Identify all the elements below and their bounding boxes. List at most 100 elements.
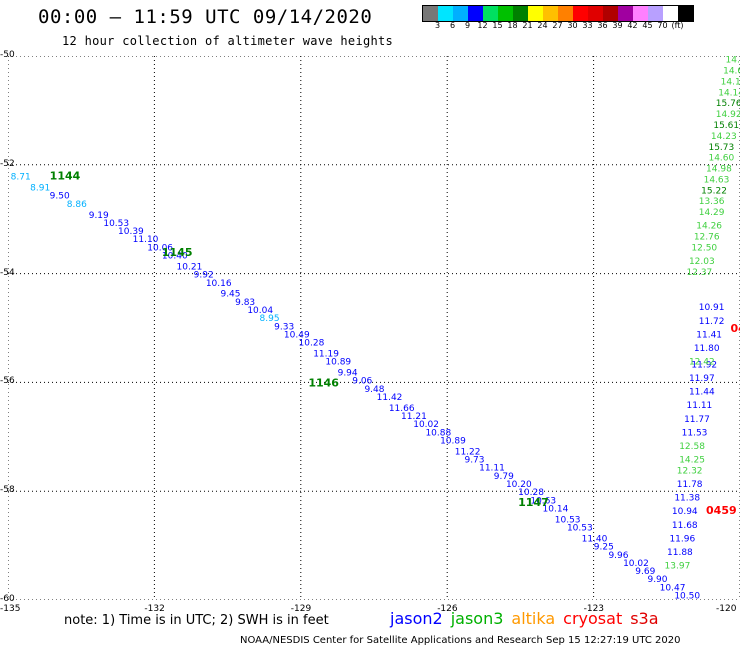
wave-height-value: 14.60 (708, 154, 734, 164)
colorbar-swatch (483, 6, 498, 21)
colorbar-swatch (633, 6, 648, 21)
wave-height-value: 14.15 (721, 77, 740, 87)
legend-s3a: s3a (630, 609, 659, 628)
wave-height-value: 9.48 (364, 385, 384, 395)
latitude-label: -58 (0, 485, 15, 496)
wave-height-value: 11.11 (479, 464, 505, 474)
wave-height-value: 10.89 (325, 358, 351, 368)
wave-height-value: 10.21 (177, 262, 203, 272)
wave-height-value: 14.63 (704, 175, 730, 185)
wave-height-value: 15.73 (708, 143, 734, 153)
wave-height-value: 12.76 (694, 233, 720, 243)
wave-height-value: 10.88 (425, 428, 451, 438)
colorbar-tick-label: 33 (582, 21, 593, 30)
wave-height-value: 11.77 (684, 415, 710, 425)
wave-height-value: 9.45 (220, 290, 240, 300)
latitude-label: -56 (0, 376, 15, 387)
wave-height-value: 14.14 (718, 88, 740, 98)
wave-height-value: 11.92 (691, 360, 717, 370)
wave-height-value: 10.02 (413, 420, 439, 430)
wave-height-value: 10.28 (518, 488, 544, 498)
colorbar-swatch (498, 6, 513, 21)
wave-height-value: 10.06 (147, 243, 173, 253)
colorbar-tick-label: 12 (477, 21, 488, 30)
legend-jason3: jason3 (450, 609, 504, 628)
map-canvas: 8.718.919.508.869.1910.5310.3911.1010.06… (8, 56, 740, 600)
wave-height-value: 10.20 (506, 480, 532, 490)
chart-title: 00:00 — 11:59 UTC 09/14/2020 (38, 6, 373, 28)
wave-height-value: 11.97 (689, 374, 715, 384)
wave-height-value: 10.53 (555, 515, 581, 525)
wave-height-value: 9.69 (635, 567, 655, 577)
wave-height-value: 11.10 (133, 235, 159, 245)
wave-height-value: 10.53 (567, 524, 593, 534)
wave-height-value: 12.58 (679, 442, 705, 452)
wave-height-value: 9.90 (647, 575, 667, 585)
longitude-label: -129 (290, 604, 312, 614)
colorbar-tick-label: 9 (464, 21, 471, 30)
pass-time-label: 1146 (308, 376, 339, 389)
pass-time-label: 0459 (706, 504, 737, 517)
colorbar-tick-label: 15 (492, 21, 503, 30)
wave-height-value: 8.91 (30, 184, 50, 194)
wave-height-value: 10.49 (284, 330, 310, 340)
wave-height-value: 9.25 (594, 543, 614, 553)
wave-height-value: 11.11 (687, 401, 713, 411)
wave-height-value: 11.78 (677, 480, 703, 490)
wave-height-value: 14.92 (716, 110, 740, 120)
credit-line: NOAA/NESDIS Center for Satellite Applica… (240, 635, 681, 646)
wave-height-value: 15.22 (701, 186, 727, 196)
colorbar-swatch (648, 6, 663, 21)
wave-height-value: 10.63 (530, 496, 556, 506)
wave-height-value: 10.04 (247, 306, 273, 316)
wave-height-value: 11.44 (689, 388, 715, 398)
wave-height-value: 14.25 (679, 456, 705, 466)
wave-height-value: 14.98 (706, 165, 732, 175)
longitude-label: -126 (437, 604, 458, 614)
wave-height-value: 9.83 (235, 298, 255, 308)
wave-height-value: 11.72 (699, 317, 725, 327)
wave-height-value: 9.33 (274, 322, 294, 332)
wave-height-value: 8.86 (67, 200, 87, 210)
wave-height-value: 11.80 (694, 344, 720, 354)
wave-height-value: 13.97 (665, 562, 691, 572)
wave-height-value: 10.14 (543, 505, 569, 515)
wave-height-value: 12.32 (677, 466, 703, 476)
wave-height-value: 11.21 (401, 412, 427, 422)
wave-height-value: 10.50 (674, 592, 700, 600)
colorbar-tick-label: 42 (627, 21, 638, 30)
wave-height-value: 14.51 (726, 56, 740, 66)
longitude-label: -135 (0, 604, 21, 614)
wave-height-value: 11.40 (582, 534, 608, 544)
longitude-label: -120 (716, 604, 737, 614)
legend-cryosat: cryosat (563, 609, 623, 628)
colorbar-tick-label: 36 (597, 21, 608, 30)
colorbar-swatch (618, 6, 633, 21)
colorbar-tick-label: 6 (449, 21, 456, 30)
colorbar-tick-label: 24 (537, 21, 548, 30)
wave-height-value: 15.61 (713, 121, 739, 131)
wave-height-value: 11.66 (389, 404, 415, 414)
colorbar-swatch (423, 6, 438, 21)
wave-height-value: 14.67 (723, 67, 740, 77)
wave-height-value: 9.94 (338, 369, 358, 379)
wave-height-value: 13.36 (699, 197, 725, 207)
colorbar-tick-label: 30 (567, 21, 578, 30)
legend-jason2: jason2 (390, 609, 443, 628)
pass-time-label: 1147 (518, 496, 549, 509)
wave-height-value: 10.89 (440, 437, 466, 447)
note-text: note: 1) Time is in UTC; 2) SWH is in fe… (64, 613, 329, 628)
colorbar-swatch (663, 6, 678, 21)
wave-height-value: 11.38 (674, 494, 700, 504)
wave-height-value: 9.79 (494, 472, 514, 482)
colorbar-swatch (453, 6, 468, 21)
wave-height-value: 11.22 (455, 447, 481, 457)
colorbar-tick-label: 3 (434, 21, 441, 30)
wave-height-value: 12.03 (689, 257, 715, 267)
wave-height-value: 12.37 (687, 268, 713, 278)
chart-subtitle: 12 hour collection of altimeter wave hei… (62, 34, 394, 48)
pass-time-label: 1145 (162, 246, 193, 259)
wave-height-value: 14.26 (696, 222, 722, 232)
colorbar-swatch (528, 6, 543, 21)
wave-height-value: 9.19 (89, 211, 109, 221)
